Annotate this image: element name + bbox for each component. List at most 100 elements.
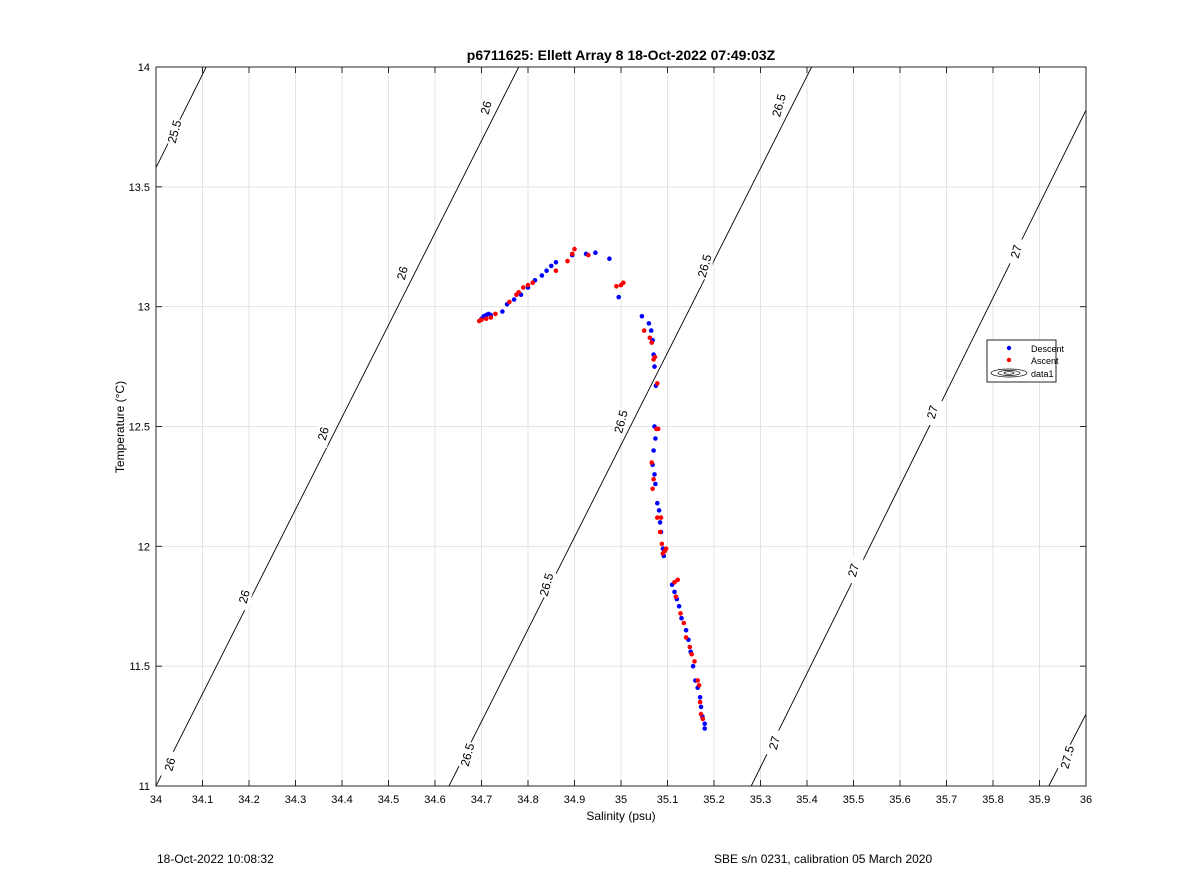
- contour-label: 27.5: [1058, 744, 1078, 770]
- ascent-point: [655, 426, 661, 432]
- ascent-point: [614, 284, 619, 289]
- ascent-point: [675, 577, 680, 583]
- x-tick-label: 35.1: [657, 794, 678, 806]
- descent-point: [652, 472, 657, 477]
- ascent-point: [663, 546, 669, 551]
- density-contours: [156, 67, 1086, 786]
- contour-label-bg: [1006, 237, 1027, 266]
- ascent-point: [586, 252, 591, 258]
- contour-label-bg: [313, 419, 334, 449]
- x-tick-label: 34.9: [564, 794, 585, 806]
- descent-point: [652, 364, 657, 369]
- contour-label-bg: [610, 407, 632, 437]
- y-tick-label: 14: [138, 62, 150, 74]
- descent-point: [616, 294, 621, 300]
- ascent-point: [673, 594, 679, 599]
- ascent-point: [683, 635, 689, 640]
- contour-label: 26.5: [695, 253, 715, 279]
- ascent-point: [516, 290, 521, 295]
- y-axis-label: Temperature (°C): [113, 381, 127, 473]
- contour-label-bg: [1057, 742, 1078, 772]
- descent-point: [679, 615, 684, 621]
- x-tick-label: 34.1: [192, 794, 213, 806]
- ascent-point: [483, 316, 489, 322]
- legend-contour-icon: [990, 368, 1028, 378]
- footer-calibration: SBE s/n 0231, calibration 05 March 2020: [714, 852, 933, 866]
- contour-label: 27: [924, 404, 941, 421]
- x-tick-label: 35.5: [843, 794, 864, 806]
- x-tick-label: 34.4: [331, 794, 352, 806]
- descent-point: [690, 663, 696, 669]
- contour-label-bg: [922, 397, 943, 427]
- contour-label: 27: [766, 734, 783, 751]
- contour-label-bg: [164, 117, 185, 147]
- contour-label-bg: [764, 728, 785, 758]
- ascent-point: [657, 529, 663, 535]
- ascent-point: [649, 460, 654, 465]
- x-tick-label: 34.7: [471, 794, 492, 806]
- contour-label: 26: [315, 425, 332, 442]
- contour-label-bg: [392, 258, 413, 288]
- legend-label-ascent: Ascent: [1031, 356, 1059, 366]
- descent-point: [698, 704, 704, 710]
- ascent-point: [651, 476, 656, 482]
- descent-point: [651, 448, 656, 453]
- contour-label: 26.5: [769, 92, 789, 118]
- x-tick-label: 34: [150, 794, 162, 806]
- ascent-point: [672, 580, 677, 585]
- x-tick-label: 34.2: [238, 794, 259, 806]
- contour-label: 26.5: [458, 741, 478, 767]
- y-tick-label: 12.5: [129, 422, 150, 434]
- ascent-point: [565, 258, 570, 264]
- descent-point: [702, 726, 707, 731]
- x-tick-label: 35.8: [982, 794, 1003, 806]
- descent-point: [646, 321, 652, 326]
- contour-label-bg: [536, 570, 557, 600]
- y-tick-label: 11: [139, 781, 150, 793]
- legend-label-descent: Descent: [1031, 344, 1065, 354]
- x-axis-ticks: 34 34.1 34.2 34.3 34.4 34.5 34.6 34.7 34.8 34.9 35…: [150, 67, 1092, 806]
- descent-point: [607, 256, 612, 262]
- x-tick-label: 35.7: [936, 794, 957, 806]
- ascent-point: [658, 515, 664, 520]
- contour-label: 26: [236, 588, 253, 605]
- ascent-point: [650, 486, 655, 492]
- contour-label-bg: [234, 582, 255, 612]
- contour-label-bg: [159, 750, 181, 779]
- descent-point: [544, 268, 549, 274]
- y-tick-label: 13: [138, 302, 150, 314]
- contour-label-bg: [457, 740, 478, 770]
- x-tick-label: 34.8: [517, 794, 538, 806]
- x-axis-label: Salinity (psu): [586, 809, 655, 823]
- ascent-point: [678, 611, 683, 616]
- contour-label: 25.5: [165, 118, 185, 144]
- descent-point: [655, 500, 660, 506]
- ascent-point: [553, 268, 559, 274]
- ascent-point: [696, 683, 702, 688]
- ascent-point: [695, 678, 700, 683]
- contour-label: 26: [161, 756, 178, 773]
- density-contour-labels: 25.5 26 26 26 26 26 26.5 26.5 26.5 26.5 26.5 27 27 27…: [159, 90, 1078, 779]
- contour-label: 26: [478, 99, 495, 116]
- contour-label: 27: [1008, 243, 1025, 260]
- x-tick-label: 34.3: [285, 794, 306, 806]
- ascent-point: [698, 711, 704, 717]
- contour-label: 26: [394, 265, 411, 282]
- contour-label-bg: [476, 93, 497, 123]
- chart-title: p6711625: Ellett Array 8 18-Oct-2022 07:…: [467, 47, 776, 63]
- ascent-point: [689, 651, 694, 657]
- x-tick-label: 35.2: [703, 794, 724, 806]
- descent-point: [653, 481, 658, 487]
- ascent-point: [687, 644, 693, 650]
- y-tick-label: 12: [138, 541, 150, 553]
- ascent-point: [641, 328, 647, 333]
- contour-line-25-5: [156, 67, 207, 168]
- ascent-point: [479, 317, 484, 323]
- legend: Descent Ascent data1: [986, 339, 1065, 383]
- x-tick-label: 35.4: [796, 794, 817, 806]
- contour-line-26: [156, 67, 520, 786]
- x-tick-label: 34.5: [378, 794, 399, 806]
- ascent-point: [697, 699, 703, 705]
- ascent-point: [488, 315, 494, 320]
